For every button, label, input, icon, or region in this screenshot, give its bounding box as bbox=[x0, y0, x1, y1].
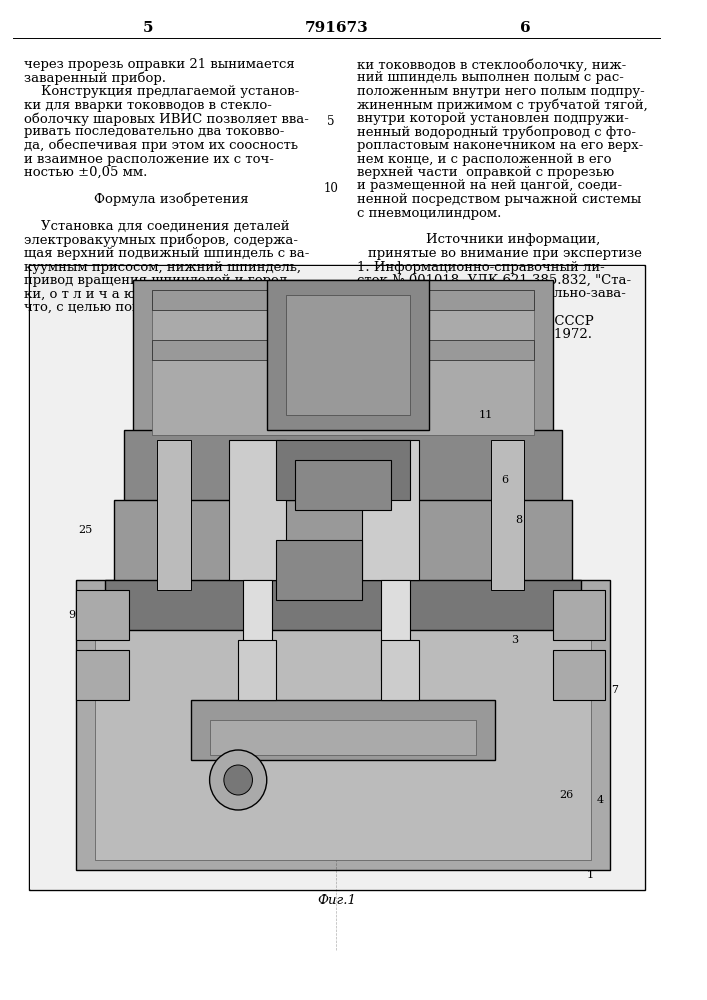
Bar bbox=[296, 460, 390, 510]
Text: № 482397, кл. С 03 В 23/20, 1972.: № 482397, кл. С 03 В 23/20, 1972. bbox=[357, 328, 592, 341]
Text: 26: 26 bbox=[560, 790, 574, 800]
Text: через прорезь оправки 21 вынимается: через прорезь оправки 21 вынимается bbox=[24, 58, 295, 71]
Text: принятые во внимание при экспертизе: принятые во внимание при экспертизе bbox=[368, 247, 642, 260]
Text: 1: 1 bbox=[587, 870, 594, 880]
Text: электровакуумных приборов, содержа-: электровакуумных приборов, содержа- bbox=[24, 233, 298, 247]
Text: 9: 9 bbox=[68, 610, 75, 620]
Bar bbox=[362, 440, 419, 580]
Text: 1. Информационно-справочный ли-: 1. Информационно-справочный ли- bbox=[357, 260, 605, 273]
Bar bbox=[286, 295, 409, 415]
Bar bbox=[157, 440, 191, 590]
Bar bbox=[381, 640, 419, 700]
Bar bbox=[76, 580, 609, 870]
Text: что, с целью повышения качества вvar-: что, с целью повышения качества вvar- bbox=[24, 301, 300, 314]
Text: положенным внутри него полым подпру-: положенным внутри него полым подпру- bbox=[357, 85, 645, 98]
Text: ненной посредством рычажной системы: ненной посредством рычажной системы bbox=[357, 193, 641, 206]
Bar bbox=[553, 590, 605, 640]
Text: Установка для соединения деталей: Установка для соединения деталей bbox=[24, 220, 289, 233]
Text: 8: 8 bbox=[515, 515, 522, 525]
Bar bbox=[153, 295, 534, 435]
Circle shape bbox=[224, 765, 252, 795]
Text: жиненным прижимом с трубчатой тягой,: жиненным прижимом с трубчатой тягой, bbox=[357, 99, 648, 112]
Bar bbox=[124, 430, 562, 510]
Bar bbox=[30, 266, 644, 889]
Text: 4: 4 bbox=[597, 795, 604, 805]
Text: и взаимное расположение их с точ-: и взаимное расположение их с точ- bbox=[24, 152, 274, 165]
Text: щая верхний подвижный шпиндель с ва-: щая верхний подвижный шпиндель с ва- bbox=[24, 247, 309, 260]
Text: 10: 10 bbox=[323, 182, 338, 196]
Text: 5: 5 bbox=[327, 115, 334, 128]
Bar bbox=[105, 580, 581, 630]
Text: сток № 001018, УДК 621.385.832, "Ста-: сток № 001018, УДК 621.385.832, "Ста- bbox=[357, 274, 631, 287]
Text: ки токовводов в стеклооболочку, ниж-: ки токовводов в стеклооболочку, ниж- bbox=[357, 58, 626, 72]
Text: с пневмоцилиндром.: с пневмоцилиндром. bbox=[357, 207, 502, 220]
Text: ропластовым наконечником на его верх-: ропластовым наконечником на его верх- bbox=[357, 139, 643, 152]
Bar bbox=[228, 440, 286, 580]
Bar bbox=[491, 440, 524, 590]
Text: ки, о т л и ч а ю щ а я с я  тем,: ки, о т л и ч а ю щ а я с я тем, bbox=[24, 288, 239, 300]
Bar bbox=[267, 280, 428, 430]
Bar bbox=[153, 290, 534, 310]
Bar bbox=[238, 640, 276, 700]
Bar bbox=[209, 720, 477, 755]
Bar bbox=[381, 580, 409, 680]
Text: нок универсальный вертикально-зава-: нок универсальный вертикально-зава- bbox=[357, 288, 626, 300]
Circle shape bbox=[209, 750, 267, 810]
Text: 791673: 791673 bbox=[305, 21, 368, 35]
Text: нем конце, и с расположенной в его: нем конце, и с расположенной в его bbox=[357, 152, 612, 165]
Text: привод вращения шпинделей и горел-: привод вращения шпинделей и горел- bbox=[24, 274, 291, 287]
Text: оболочку шаровых ИВИС позволяет вва-: оболочку шаровых ИВИС позволяет вва- bbox=[24, 112, 309, 125]
Bar bbox=[76, 650, 129, 700]
Text: 11: 11 bbox=[479, 410, 493, 420]
Text: 6: 6 bbox=[520, 21, 531, 35]
Text: ненный водородный трубопровод с фто-: ненный водородный трубопровод с фто- bbox=[357, 125, 636, 139]
Bar bbox=[95, 590, 590, 860]
Text: Фиг.1: Фиг.1 bbox=[317, 894, 356, 906]
Text: ки для вварки токовводов в стекло-: ки для вварки токовводов в стекло- bbox=[24, 99, 271, 111]
Text: Источники информации,: Источники информации, bbox=[409, 233, 600, 246]
Text: ний шпиндель выполнен полым с рас-: ний шпиндель выполнен полым с рас- bbox=[357, 72, 624, 85]
Text: заваренный прибор.: заваренный прибор. bbox=[24, 72, 166, 85]
Text: да, обеспечивая при этом их соосность: да, обеспечивая при этом их соосность bbox=[24, 139, 298, 152]
Text: верхней части  оправкой с прорезью: верхней части оправкой с прорезью bbox=[357, 166, 614, 179]
Bar bbox=[191, 700, 496, 760]
Text: 3: 3 bbox=[511, 635, 518, 645]
Text: рочный И0220016", 1970.: рочный И0220016", 1970. bbox=[357, 301, 537, 314]
Bar bbox=[276, 440, 409, 500]
Text: ностью ±0,05 мм.: ностью ±0,05 мм. bbox=[24, 166, 147, 179]
Bar bbox=[553, 650, 605, 700]
Text: Формула изобретения: Формула изобретения bbox=[94, 193, 249, 207]
Bar bbox=[115, 500, 572, 590]
Text: Конструкция предлагаемой установ-: Конструкция предлагаемой установ- bbox=[24, 85, 299, 98]
Bar bbox=[76, 590, 129, 640]
Bar bbox=[153, 340, 534, 360]
Bar bbox=[134, 280, 553, 440]
Text: и размещенной на ней цангой, соеди-: и размещенной на ней цангой, соеди- bbox=[357, 180, 622, 192]
Text: куумным присосом, нижний шпиндель,: куумным присосом, нижний шпиндель, bbox=[24, 260, 300, 273]
Bar bbox=[276, 540, 362, 600]
Text: 25: 25 bbox=[78, 525, 93, 535]
Text: 7: 7 bbox=[611, 685, 618, 695]
Text: внутри которой установлен подпружи-: внутри которой установлен подпружи- bbox=[357, 112, 629, 125]
Text: 5: 5 bbox=[143, 21, 153, 35]
Text: 2. Авторское свидетельство СССР: 2. Авторское свидетельство СССР bbox=[357, 314, 594, 328]
Text: ривать последовательно два токовво-: ривать последовательно два токовво- bbox=[24, 125, 284, 138]
Bar bbox=[243, 580, 271, 680]
Text: 6: 6 bbox=[501, 475, 508, 485]
Bar bbox=[28, 265, 645, 890]
